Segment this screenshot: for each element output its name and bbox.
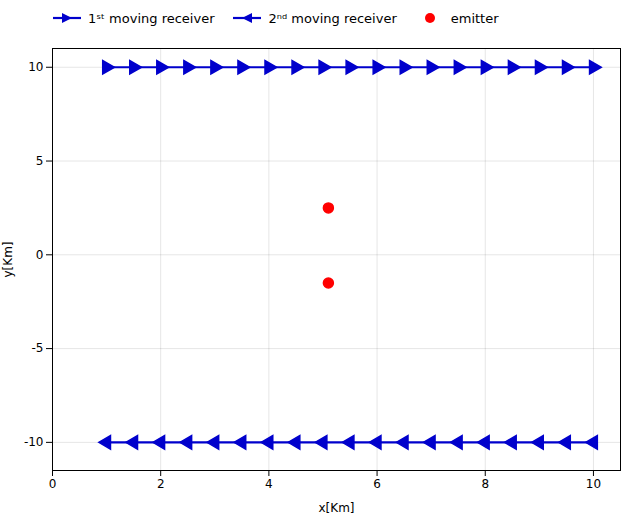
svg-text:10: 10	[586, 477, 601, 491]
svg-text:2: 2	[157, 477, 165, 491]
html-text:1ˢᵗ moving receiver: 1ˢᵗ moving receiver	[88, 10, 215, 26]
svg-text:5: 5	[36, 154, 44, 168]
svg-text:8: 8	[481, 477, 489, 491]
svg-text:-5: -5	[32, 341, 44, 355]
html-text:2ⁿᵈ moving receiver: 2ⁿᵈ moving receiver	[268, 10, 397, 26]
svg-text:0: 0	[49, 477, 57, 491]
svg-text:6: 6	[373, 477, 381, 491]
html-text:emitter: emitter	[450, 10, 499, 26]
svg-text:-10: -10	[24, 435, 44, 449]
svg-text:10: 10	[28, 60, 43, 74]
svg-text:x[Km]: x[Km]	[318, 501, 354, 515]
svg-text:y[Km]: y[Km]	[1, 241, 15, 277]
svg-text:0: 0	[36, 248, 44, 262]
svg-text:4: 4	[265, 477, 273, 491]
